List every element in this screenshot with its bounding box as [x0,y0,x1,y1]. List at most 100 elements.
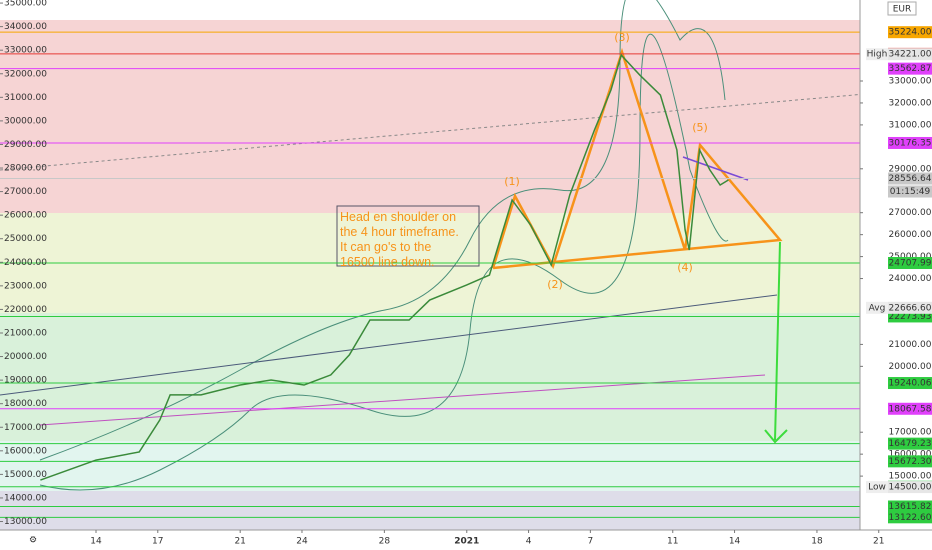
support-zone [0,491,860,530]
tag-value: 14500.00 [889,483,932,493]
x-tick-label: 2021 [454,537,479,547]
level-label: 19240.06 [889,379,932,389]
x-tick-label: 28 [379,537,391,547]
currency: EUR [893,5,912,15]
y2-tick-label: 20000.00 [889,362,932,372]
y2-tick-label: 32000.00 [889,98,932,108]
x-tick-label: 24 [296,537,308,547]
tag-name: Avg [869,303,886,313]
level-label: 30176.35 [889,138,932,148]
y2-tick-label: 21000.00 [889,340,932,350]
y-tick-label: 30000.00 [4,116,47,126]
x-tick-label: 7 [587,537,593,547]
tag-name-box [866,481,888,494]
y-tick-label: 26000.00 [4,211,47,221]
tag-name: Low [868,483,886,493]
y2-tick-label: 24000.00 [889,274,932,284]
y-tick-label: 32000.00 [4,69,47,79]
x-tick-label: 14 [90,537,102,547]
level-tag [888,62,932,75]
y-tick-label: 33000.00 [4,46,47,56]
wave-label: (2) [547,278,563,291]
trend-line [682,156,749,181]
x-tick-label: 18 [811,537,823,547]
y-tick-label: 19000.00 [4,376,47,386]
bollinger-upper [39,0,726,461]
tag-value: 22666.60 [889,303,932,313]
level-label: 22273.93 [889,312,932,322]
y2-tick-label: 16000.00 [889,450,932,460]
price-line [40,53,729,481]
level-tag [888,455,932,468]
level-label: 15672.30 [889,457,932,467]
level-label: 18067.58 [889,404,932,414]
y-tick-label: 20000.00 [4,352,47,362]
y-tick-label: 25000.00 [4,234,47,244]
y-tick-label: 21000.00 [4,328,47,338]
countdown: 01:15:49 [890,187,931,197]
y-tick-label: 15000.00 [4,470,47,480]
wave-label: (3) [614,31,630,44]
x-tick-label: 4 [526,537,532,547]
level-tag [888,500,932,513]
y2-tick-label: 17000.00 [889,428,932,438]
x-tick-label: 14 [729,537,741,547]
y2-tick-label: 29000.00 [889,164,932,174]
y-tick-label: 31000.00 [4,93,47,103]
level-tag [888,136,932,149]
tag-name-box [866,48,888,61]
level-label: 13615.82 [889,502,932,512]
note-line: the 4 hour timeframe. [340,225,459,239]
level-label: 24707.99 [889,259,932,269]
wave-label: (1) [504,175,520,188]
tag-name-box [866,301,888,314]
note-box [336,205,480,267]
note-line: 16500 line down. [340,255,435,269]
y-tick-label: 14000.00 [4,493,47,503]
y-tick-label: 35000.00 [4,0,47,9]
head-and-shoulders [491,47,783,270]
wave-label: (5) [692,121,708,134]
trend-line [0,91,889,171]
projection-arrow [764,241,788,444]
currency-box [887,1,917,16]
level-label: 16479.23 [889,439,932,449]
wave-label: (4) [677,261,693,274]
level-tag [888,257,932,270]
tag-value-box [888,301,932,314]
drawings [0,0,889,518]
y-tick-label: 16000.00 [4,446,47,456]
level-label: 28556.64 [889,174,932,184]
level-tag [888,402,932,415]
y2-tick-label: 26000.00 [889,230,932,240]
y-tick-label: 22000.00 [4,305,47,315]
y-tick-label: 28000.00 [4,164,47,174]
resistance-zone [0,20,860,213]
y-tick-label: 18000.00 [4,399,47,409]
y2-tick-label: 27000.00 [889,208,932,218]
level-label: 33562.87 [889,64,932,74]
y-tick-label: 17000.00 [4,423,47,433]
x-tick-label: 11 [667,537,678,547]
level-tag [888,511,932,524]
tag-value: 34221.00 [889,50,932,60]
tag-value-box [888,481,932,494]
y2-tick-label: 31000.00 [889,120,932,130]
note-line: Head en shoulder on [340,210,456,224]
level-tag [888,377,932,390]
y2-tick-label: 15000.00 [889,472,932,482]
tag-value-box [888,48,932,61]
support-zone [0,441,860,491]
level-tag [888,437,932,450]
y-tick-label: 29000.00 [4,140,47,150]
y-tick-label: 34000.00 [4,22,47,32]
y2-tick-label: 33000.00 [889,76,932,86]
trend-line [0,294,778,396]
tag-name: High [867,50,888,60]
y-tick-label: 23000.00 [4,281,47,291]
level-tag [888,26,932,39]
x-tick-label: 21 [873,537,884,547]
countdown-tag [888,185,932,198]
level-label: 13122.60 [889,513,932,523]
